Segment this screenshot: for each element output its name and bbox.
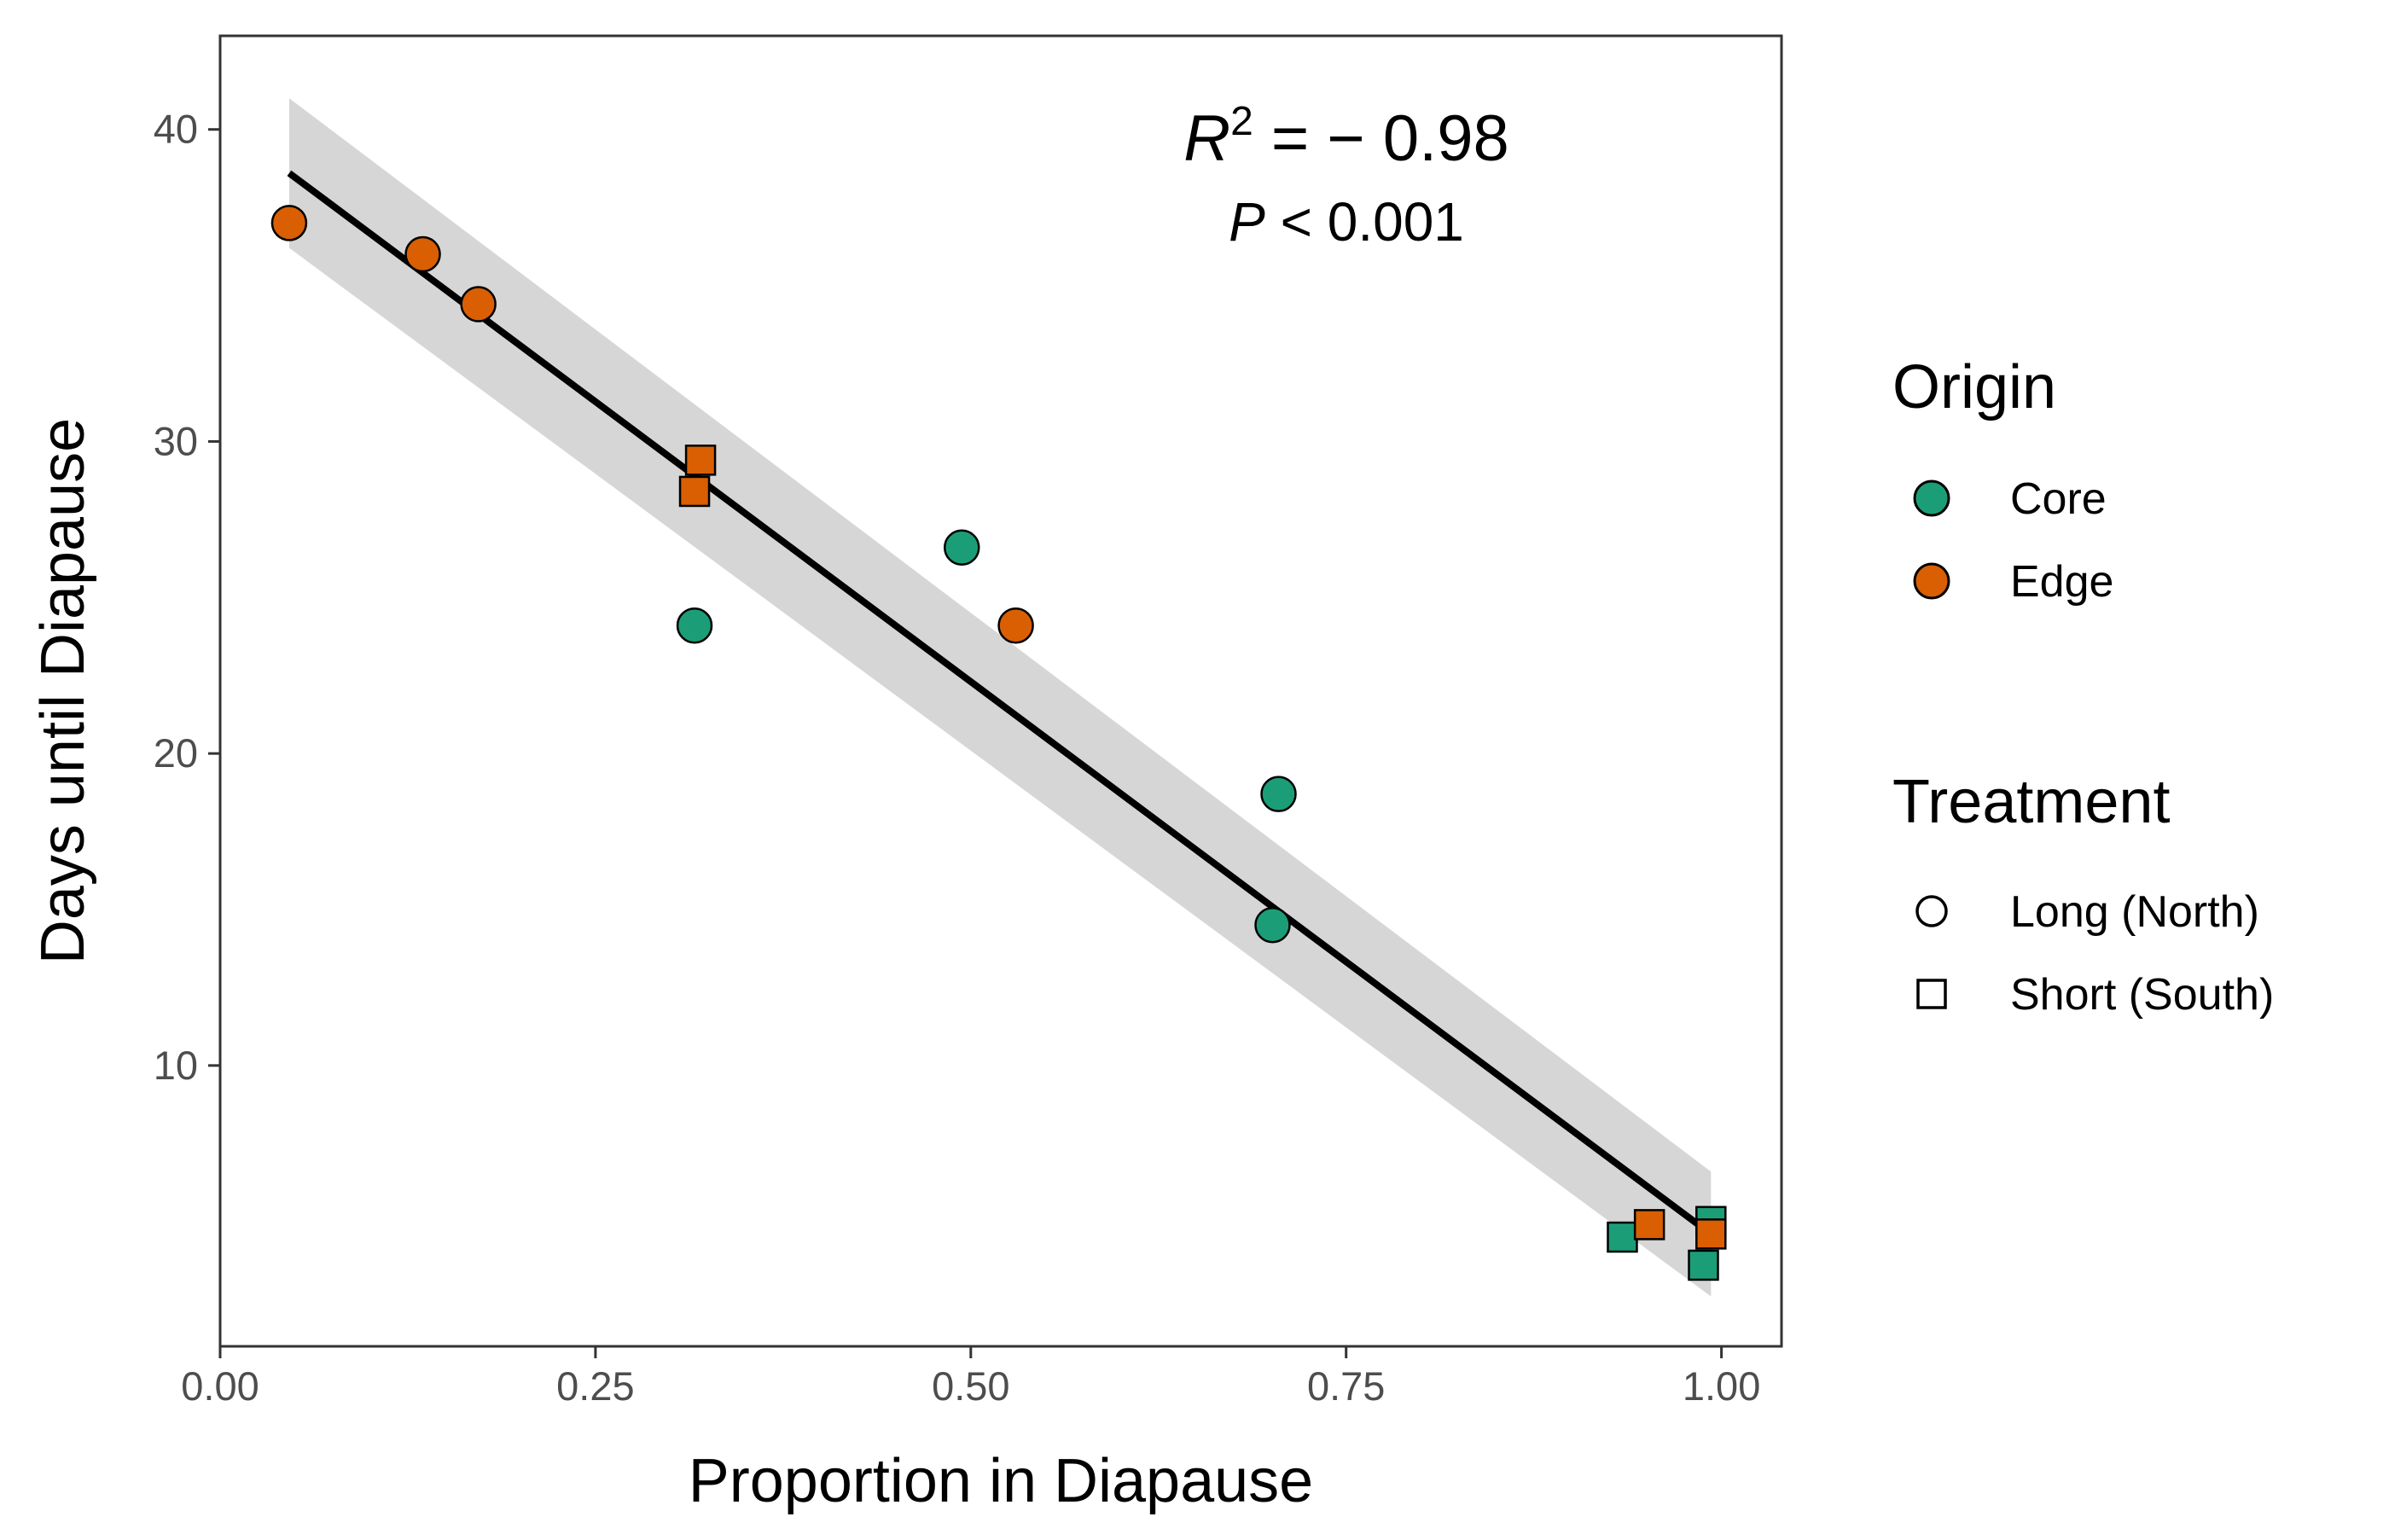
legend-short-south-label: Short (South) xyxy=(2010,970,2274,1020)
data-point-square-11 xyxy=(1607,1221,1638,1253)
regression-line-layer xyxy=(287,170,1713,1237)
x-axis-title: Proportion in Diapause xyxy=(689,1447,1313,1515)
legend-edge-key xyxy=(1913,562,1950,600)
data-point-circle-4 xyxy=(676,607,713,644)
x-axis: 0.00 0.25 0.50 0.75 1.00 xyxy=(181,1346,1760,1409)
confidence-band-layer xyxy=(288,98,1712,1297)
legend: Origin Core Edge Treatment Long (North) … xyxy=(1892,353,2274,1020)
r-exponent: 2 xyxy=(1230,99,1253,144)
y-tick-label: 30 xyxy=(154,418,198,463)
x-tick-label: 0.50 xyxy=(932,1363,1009,1409)
legend-origin-title: Origin xyxy=(1892,353,2056,421)
legend-long-north-label: Long (North) xyxy=(2010,887,2259,937)
data-point-square-14 xyxy=(1688,1249,1719,1281)
legend-edge-label: Edge xyxy=(2010,557,2113,607)
data-point-circle-3 xyxy=(460,286,497,323)
data-point-circle-1 xyxy=(270,205,308,241)
plot-panel-border xyxy=(218,34,1783,1348)
x-tick-label: 0.75 xyxy=(1307,1363,1385,1409)
legend-short-south-key xyxy=(1916,979,1947,1009)
x-tick-label: 1.00 xyxy=(1683,1363,1760,1409)
p-symbol: P xyxy=(1229,191,1265,253)
p-value-label: P < 0.001 xyxy=(1229,191,1464,253)
data-point-circle-7 xyxy=(1254,907,1291,944)
data-point-square-10 xyxy=(678,475,711,508)
data-point-square-12 xyxy=(1633,1209,1665,1241)
legend-core-label: Core xyxy=(2010,474,2107,524)
data-point-circle-8 xyxy=(1260,776,1297,812)
r-symbol: R xyxy=(1183,102,1230,175)
y-axis: 10 20 30 40 xyxy=(154,107,220,1088)
data-point-square-15 xyxy=(1695,1218,1727,1250)
y-tick-label: 10 xyxy=(154,1043,198,1088)
legend-core-key xyxy=(1913,479,1950,517)
regression-annotation: R2 = − 0.98 P < 0.001 xyxy=(1183,99,1509,253)
y-tick-label: 20 xyxy=(154,730,198,776)
x-tick-label: 0.00 xyxy=(181,1363,259,1409)
r-squared-value: = − 0.98 xyxy=(1253,102,1509,175)
legend-treatment-title: Treatment xyxy=(1892,768,2170,836)
data-point-circle-6 xyxy=(997,607,1034,644)
confidence-band xyxy=(288,98,1712,1297)
r-squared-label: R2 = − 0.98 xyxy=(1183,99,1509,175)
p-value: < 0.001 xyxy=(1265,191,1464,253)
data-point-circle-2 xyxy=(404,235,441,273)
regression-line xyxy=(287,170,1713,1237)
data-point-square-9 xyxy=(684,445,717,476)
y-tick-label: 40 xyxy=(154,107,198,152)
legend-long-north-key xyxy=(1915,895,1948,927)
data-points-layer xyxy=(270,205,1727,1281)
x-tick-label: 0.25 xyxy=(556,1363,634,1409)
y-axis-title: Days until Diapause xyxy=(29,418,97,964)
data-point-circle-5 xyxy=(944,529,980,567)
